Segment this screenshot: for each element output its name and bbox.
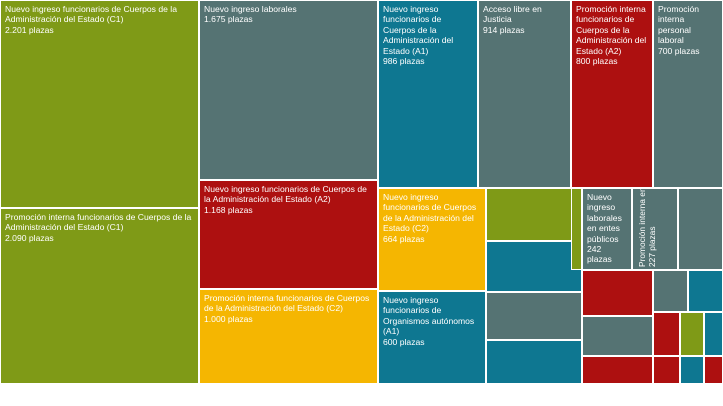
treemap-cell-minor (486, 188, 582, 241)
treemap-cell: Promoción interna funcionarios de Cuerpo… (199, 289, 378, 384)
treemap-cell-minor (582, 270, 653, 316)
treemap-cell-value: 986 plazas (383, 56, 425, 67)
treemap-cell-label: Nuevo ingreso funcionarios de Cuerpos de… (5, 4, 194, 35)
treemap-cell-label: Nuevo ingreso funcionarios de Cuerpos de… (383, 192, 481, 244)
treemap-cell-value: 1.168 plazas (204, 204, 253, 215)
treemap-cell-minor (571, 188, 582, 270)
treemap-cell-value: 1.675 plazas (204, 14, 253, 25)
treemap-cell-label: Promoción interna en Justicia 227 plazas (637, 188, 657, 267)
treemap-cell-minor (582, 316, 653, 356)
treemap-cell-label: Promoción interna funcionarios de Cuerpo… (204, 293, 373, 324)
treemap-cell: Nuevo ingreso funcionarios de Cuerpos de… (378, 0, 478, 188)
treemap-cell-minor (486, 241, 582, 292)
treemap-cell-minor (486, 340, 582, 384)
treemap-cell-name: Promoción interna funcionarios de Cuerpo… (204, 293, 370, 314)
treemap-cell-name: Nuevo ingreso laborales (204, 4, 297, 14)
treemap-cell-name: Nuevo ingreso funcionarios de Cuerpos de… (204, 184, 367, 205)
treemap-cell-value: 242 plazas (587, 244, 612, 265)
treemap-cell-label: Nuevo ingreso laborales en entes público… (587, 192, 627, 265)
treemap-cell-value: 2.090 plazas (5, 232, 54, 243)
treemap-cell-name: Promoción interna personal laboral (658, 4, 700, 46)
treemap-cell: Nuevo ingreso laborales en entes público… (582, 188, 632, 270)
treemap-cell-label: Promoción interna funcionarios de Cuerpo… (576, 4, 648, 66)
treemap-cell-minor (486, 292, 582, 340)
treemap-cell-minor (680, 312, 704, 356)
treemap-cell-value: 914 plazas (483, 24, 525, 35)
treemap-cell-name: Acceso libre en Justicia (483, 4, 542, 25)
treemap-cell-minor (688, 270, 723, 312)
treemap-cell-value: 227 plazas (647, 226, 657, 267)
treemap-cell-minor (680, 356, 704, 384)
treemap-cell-value: 2.201 plazas (5, 24, 54, 35)
treemap-cell-label: Promoción interna personal laboral 700 pl… (658, 4, 718, 56)
treemap-cell-value: 664 plazas (383, 233, 425, 244)
treemap-cell-minor (653, 312, 680, 356)
treemap-cell-name: Nuevo ingreso funcionarios de Organismos… (383, 295, 475, 337)
treemap-cell-name: Nuevo ingreso funcionarios de Cuerpos de… (383, 4, 454, 56)
treemap-cell-minor (582, 356, 653, 384)
treemap-cell-name: Promoción interna funcionarios de Cuerpo… (5, 212, 192, 233)
treemap-cell-minor (678, 188, 723, 270)
treemap-cell: Nuevo ingreso funcionarios de Cuerpos de… (199, 180, 378, 289)
treemap-cell-minor (704, 312, 723, 356)
treemap-cell: Promoción interna funcionarios de Cuerpo… (571, 0, 653, 188)
treemap-cell: Promoción interna en Justicia 227 plazas (632, 188, 678, 270)
treemap-cell: Promoción interna personal laboral 700 pl… (653, 0, 723, 188)
treemap-cell-label: Nuevo ingreso laborales 1.675 plazas (204, 4, 373, 25)
treemap-cell-label: Promoción interna funcionarios de Cuerpo… (5, 212, 194, 243)
treemap-cell-name: Nuevo ingreso laborales en entes público… (587, 192, 622, 244)
treemap-cell-minor (653, 356, 680, 384)
treemap-cell-name: Promoción interna en Justicia (637, 188, 647, 267)
treemap-cell-label: Nuevo ingreso funcionarios de Cuerpos de… (383, 4, 473, 66)
treemap-cell: Nuevo ingreso funcionarios de Organismos… (378, 291, 486, 384)
treemap-cell: Nuevo ingreso funcionarios de Cuerpos de… (378, 188, 486, 291)
treemap-cell-label: Nuevo ingreso funcionarios de Cuerpos de… (204, 184, 373, 215)
treemap-cell-value: 700 plazas (658, 45, 700, 56)
treemap-cell: Promoción interna funcionarios de Cuerpo… (0, 208, 199, 384)
treemap-cell-label: Nuevo ingreso funcionarios de Organismos… (383, 295, 481, 347)
treemap-cell-value: 1.000 plazas (204, 313, 253, 324)
treemap-cell: Nuevo ingreso funcionarios de Cuerpos de… (0, 0, 199, 208)
treemap-cell-label: Acceso libre en Justicia 914 plazas (483, 4, 566, 35)
treemap-cell: Acceso libre en Justicia 914 plazas (478, 0, 571, 188)
treemap-cell-name: Promoción interna funcionarios de Cuerpo… (576, 4, 647, 56)
treemap-cell-name: Nuevo ingreso funcionarios de Cuerpos de… (383, 192, 477, 234)
treemap-cell-name: Nuevo ingreso funcionarios de Cuerpos de… (5, 4, 177, 25)
treemap-cell-minor (653, 270, 688, 312)
treemap-cell: Nuevo ingreso laborales 1.675 plazas (199, 0, 378, 180)
treemap-cell-minor (704, 356, 723, 384)
treemap-cell-value: 600 plazas (383, 336, 425, 347)
treemap-cell-value: 800 plazas (576, 56, 618, 67)
